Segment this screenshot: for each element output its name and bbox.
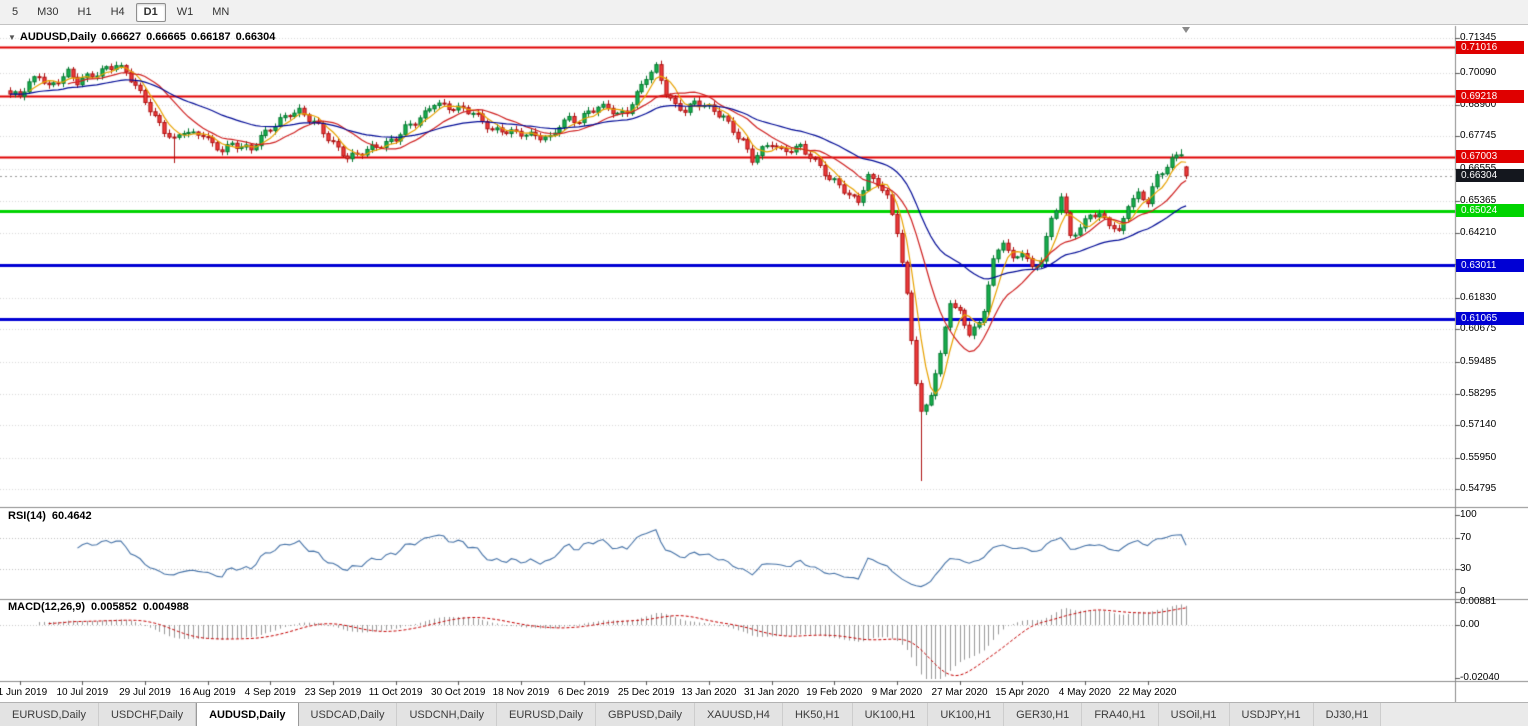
tab-uk100-h1[interactable]: UK100,H1 [852,703,929,726]
tab-xauusd-h4[interactable]: XAUUSD,H4 [694,703,783,726]
tab-usoil-h1[interactable]: USOil,H1 [1158,703,1230,726]
timeframe-h4[interactable]: H4 [110,5,125,18]
tab-ger30-h1[interactable]: GER30,H1 [1004,703,1083,726]
tab-audusd-daily[interactable]: AUDUSD,Daily [196,703,299,726]
tab-gbpusd-daily[interactable]: GBPUSD,Daily [596,703,695,726]
tab-hk50-h1[interactable]: HK50,H1 [782,703,853,726]
tab-uk100-h1[interactable]: UK100,H1 [928,703,1005,726]
timeframe-w1[interactable]: W1 [176,5,194,18]
timeframe-d1[interactable]: D1 [135,2,166,22]
tab-eurusd-daily[interactable]: EURUSD,Daily [497,703,596,726]
tab-usdjpy-h1[interactable]: USDJPY,H1 [1229,703,1314,726]
timeframe-mn[interactable]: MN [212,5,230,18]
tab-dj30-h1[interactable]: DJ30,H1 [1313,703,1382,726]
tab-fra40-h1[interactable]: FRA40,H1 [1082,703,1159,726]
tab-usdcnh-daily[interactable]: USDCNH,Daily [397,703,498,726]
timeframe-h1[interactable]: H1 [77,5,92,18]
timeframe-m30[interactable]: M30 [37,5,59,18]
timeframe-toolbar: 5 M30 H1 H4 D1 W1 MN [0,0,1528,25]
tab-usdchf-daily[interactable]: USDCHF,Daily [98,703,197,726]
symbol-tabbar: EURUSD,Daily USDCHF,Daily AUDUSD,Daily USDC… [0,702,1528,726]
tab-eurusd-daily[interactable]: EURUSD,Daily [0,703,99,726]
tab-usdcad-daily[interactable]: USDCAD,Daily [298,703,398,726]
timeframe-5[interactable]: 5 [12,5,19,18]
